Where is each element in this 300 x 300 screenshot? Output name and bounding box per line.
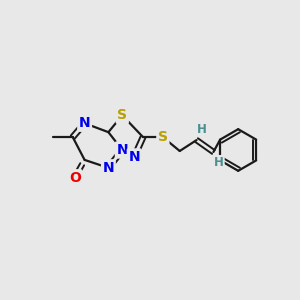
Text: N: N [116, 143, 128, 157]
Text: N: N [103, 161, 114, 175]
Text: S: S [117, 108, 127, 122]
Text: N: N [128, 150, 140, 164]
Text: H: H [213, 156, 223, 170]
Text: N: N [79, 116, 90, 130]
Text: S: S [158, 130, 168, 144]
Text: H: H [196, 123, 206, 136]
Text: O: O [69, 171, 81, 185]
